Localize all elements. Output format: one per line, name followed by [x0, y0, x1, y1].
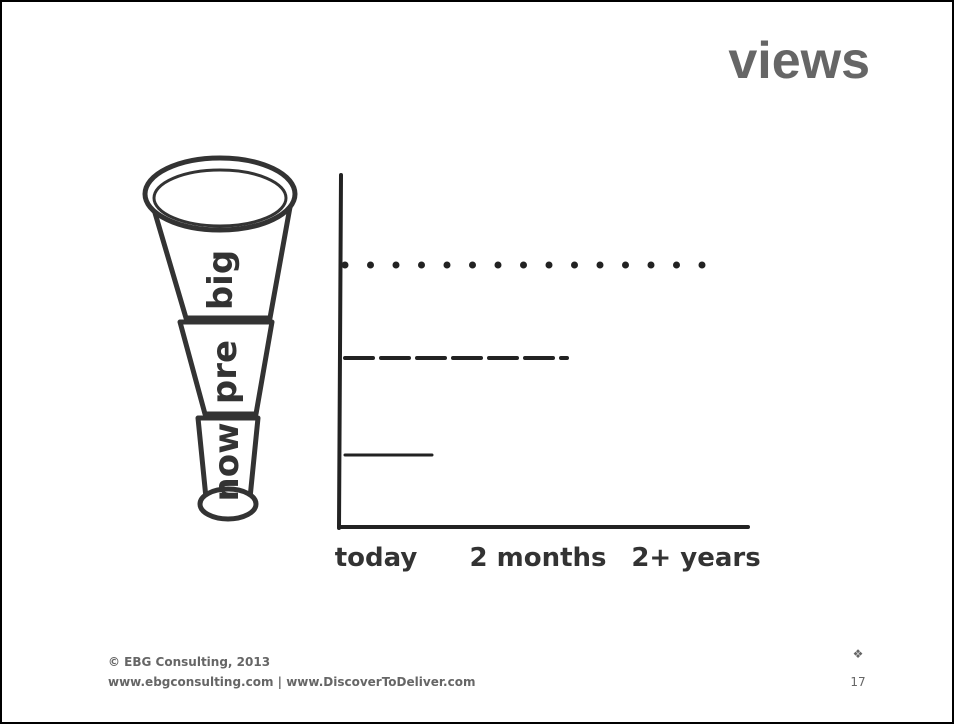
timeline-label: 2+ years	[631, 543, 760, 573]
slide: views big pre now today 2 months 2+ year…	[0, 0, 954, 724]
slide-border	[1, 1, 953, 723]
footer-copyright: © EBG Consulting, 2013	[108, 655, 270, 669]
vertical-axis	[339, 175, 341, 528]
timeline-label: 2 months	[469, 543, 606, 573]
footer-ornament: ❖	[853, 647, 864, 661]
timeline-label: today	[335, 543, 418, 573]
telescope-rim-inner	[154, 170, 286, 226]
telescope-label: pre	[205, 340, 245, 404]
telescope-label: now	[207, 423, 247, 502]
page-number: 17	[850, 675, 865, 689]
slide-title: views	[728, 32, 870, 90]
telescope-label: big	[201, 250, 241, 310]
footer-links: www.ebgconsulting.com | www.DiscoverToDe…	[108, 675, 475, 689]
